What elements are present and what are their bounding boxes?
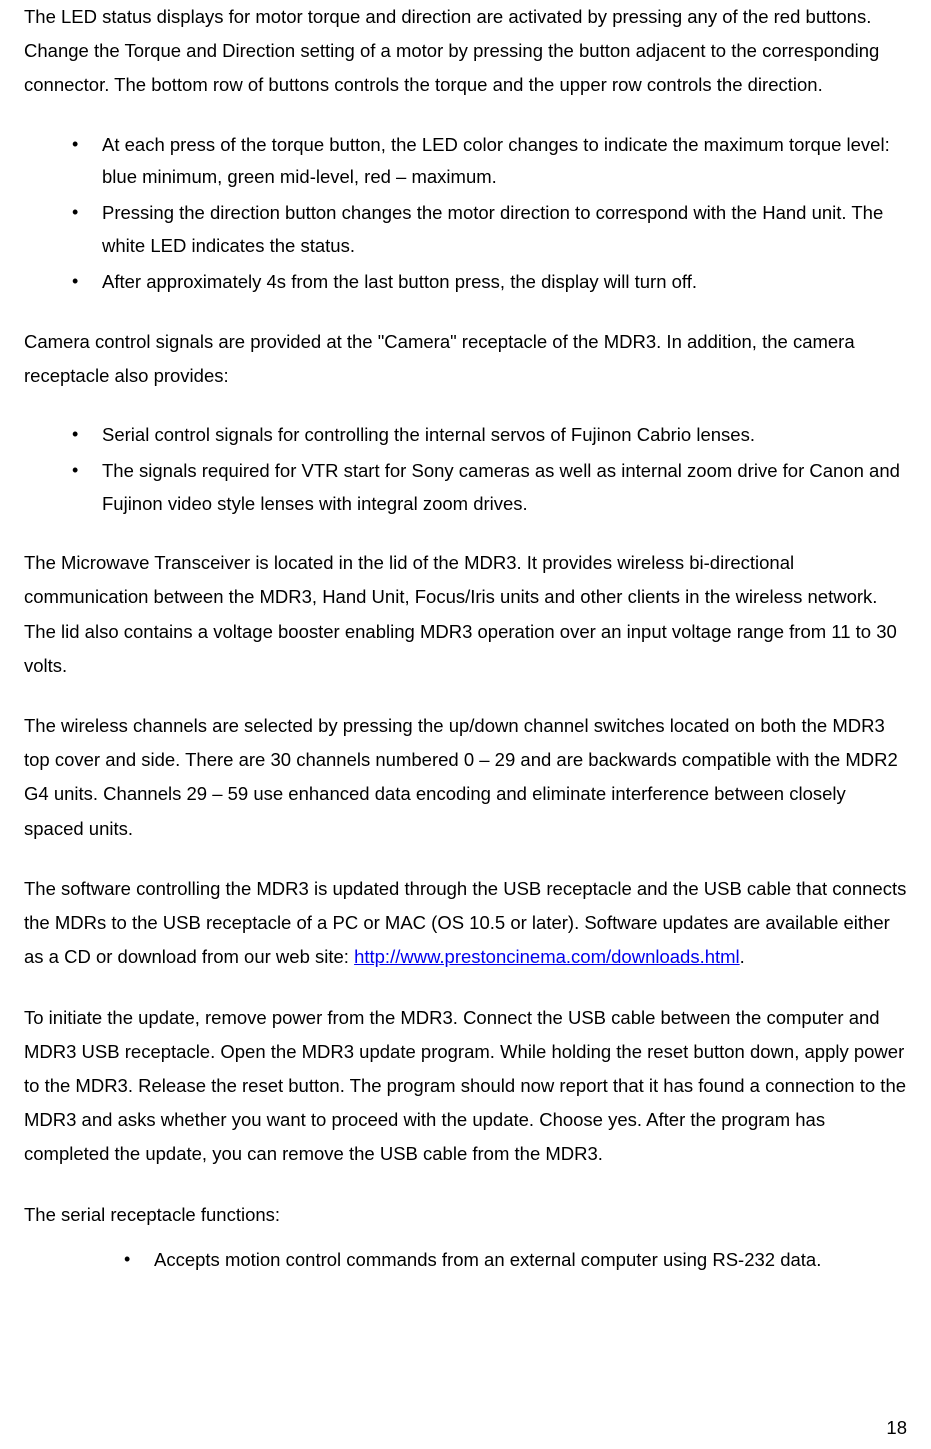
list-camera-signals: Serial control signals for controlling t… [24,419,907,520]
page-number: 18 [886,1417,907,1439]
paragraph-software-update: The software controlling the MDR3 is upd… [24,872,907,975]
paragraph-led-status: The LED status displays for motor torque… [24,0,907,103]
paragraph-update-procedure: To initiate the update, remove power fro… [24,1001,907,1172]
list-serial-functions: Accepts motion control commands from an … [24,1244,907,1276]
list-item: The signals required for VTR start for S… [72,455,907,520]
text-run: . [740,946,745,967]
list-item: Accepts motion control commands from an … [124,1244,907,1276]
list-torque-direction: At each press of the torque button, the … [24,129,907,299]
list-item: Serial control signals for controlling t… [72,419,907,451]
list-item: At each press of the torque button, the … [72,129,907,194]
paragraph-transceiver: The Microwave Transceiver is located in … [24,546,907,683]
paragraph-wireless-channels: The wireless channels are selected by pr… [24,709,907,846]
document-page: The LED status displays for motor torque… [0,0,931,1449]
downloads-link[interactable]: http://www.prestoncinema.com/downloads.h… [354,946,740,967]
paragraph-serial-receptacle: The serial receptacle functions: [24,1198,907,1232]
paragraph-camera-control: Camera control signals are provided at t… [24,325,907,393]
list-item: After approximately 4s from the last but… [72,266,907,298]
list-item: Pressing the direction button changes th… [72,197,907,262]
